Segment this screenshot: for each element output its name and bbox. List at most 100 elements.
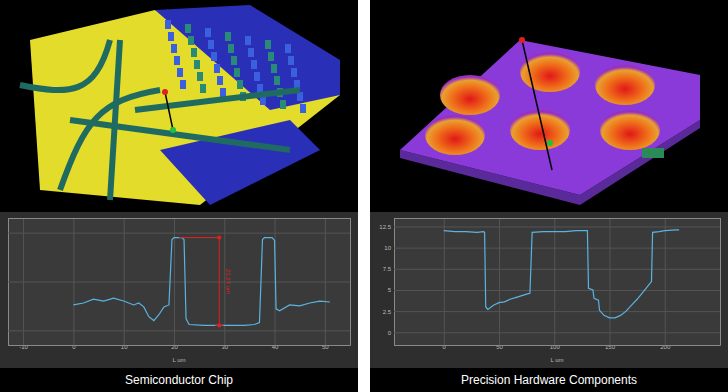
plot-marks xyxy=(444,230,679,318)
tick: 12.5 xyxy=(379,224,720,230)
axis-line xyxy=(9,218,351,346)
crater xyxy=(425,115,485,155)
chip-trace xyxy=(110,40,120,200)
chip-pillar xyxy=(254,72,260,81)
axis-line xyxy=(395,218,721,346)
view-background xyxy=(370,0,728,212)
probe-start xyxy=(162,89,168,95)
chip-trace xyxy=(20,40,110,90)
chip-pillar xyxy=(280,100,286,109)
plot-marks xyxy=(73,238,330,326)
tick xyxy=(8,282,350,283)
background xyxy=(0,0,728,392)
chip-pillar xyxy=(180,80,186,89)
chip-pillar xyxy=(205,28,211,37)
plot-area xyxy=(394,218,720,345)
plate-foot xyxy=(642,148,664,158)
probe-end xyxy=(547,140,553,146)
grid-line xyxy=(609,218,610,345)
axis-line xyxy=(9,219,351,346)
caption-bar xyxy=(370,368,728,392)
measurement-label: 23.24 um xyxy=(225,269,231,294)
chip-pillar xyxy=(185,24,191,33)
chip-pillar xyxy=(297,92,303,101)
tick: 0 xyxy=(443,218,447,350)
tick: 0 xyxy=(388,330,720,336)
tick: 150 xyxy=(605,218,616,350)
chip-pillar xyxy=(231,56,237,65)
x-axis-title: L um xyxy=(172,357,185,363)
chip-pillar xyxy=(214,64,220,73)
surface-view xyxy=(370,0,728,212)
profile-line xyxy=(73,238,330,326)
grid-line xyxy=(554,218,555,345)
grid-line xyxy=(8,233,350,234)
chip-pillar xyxy=(197,72,203,81)
chip-pillar xyxy=(211,52,217,61)
tick: 100 xyxy=(550,218,561,350)
measurement-end xyxy=(217,323,221,327)
tick xyxy=(8,330,350,331)
chip-pillar xyxy=(200,84,206,93)
chip-trace xyxy=(70,120,290,150)
measurement: 23.24 um xyxy=(179,236,231,328)
chip-pillar xyxy=(248,48,254,57)
crater xyxy=(440,75,500,115)
probe-end xyxy=(170,127,176,133)
y-axis: 0 2.5 5 7.5 10 12.5 xyxy=(379,219,720,346)
grid-line xyxy=(394,226,720,227)
chip-pillar xyxy=(194,60,200,69)
chip-pillar xyxy=(217,76,223,85)
x-axis-title: L um xyxy=(550,357,563,363)
y-tick-label: 12.5 xyxy=(379,224,391,230)
caption: Semiconductor Chip xyxy=(125,373,233,387)
tick xyxy=(8,233,350,234)
chip-pillar xyxy=(271,64,277,73)
grid-line xyxy=(499,218,500,345)
tick: 200 xyxy=(660,218,671,350)
chip-pillar xyxy=(220,88,226,97)
chip-pillar xyxy=(174,56,180,65)
caption-bar xyxy=(0,368,358,392)
tick: 5 xyxy=(388,287,720,293)
grid-line xyxy=(8,282,350,283)
measurement-end xyxy=(217,236,221,240)
y-tick-label: 2.5 xyxy=(383,309,392,315)
panel: -1001020304050 L um 23.24 um Semiconductor … xyxy=(0,0,358,392)
y-tick-label: 5 xyxy=(388,287,392,293)
axis-line xyxy=(395,219,721,346)
plate-top xyxy=(400,40,700,195)
chip-pillar xyxy=(225,32,231,41)
chip-pillar xyxy=(288,56,294,65)
chip-pillar xyxy=(234,68,240,77)
chip-pillar xyxy=(171,44,177,53)
y-tick-label: 10 xyxy=(384,245,391,251)
crater xyxy=(600,110,660,150)
chip-pillar xyxy=(291,68,297,77)
tick: 7.5 xyxy=(383,266,720,272)
grid-line xyxy=(394,248,720,249)
grid-line xyxy=(444,218,445,345)
measurement-cap xyxy=(179,237,219,238)
x-axis: 0 50 100 150 200 xyxy=(395,218,721,350)
chip-pillar xyxy=(245,36,251,45)
probe-start xyxy=(519,37,525,43)
surface-view xyxy=(0,0,358,212)
chip-pillar xyxy=(177,68,183,77)
probe-line xyxy=(165,92,173,130)
plot-area xyxy=(8,218,350,345)
grid-line xyxy=(8,330,350,331)
chip-pillar xyxy=(191,48,197,57)
chart-background xyxy=(370,212,728,368)
view-background xyxy=(0,0,358,212)
chip-pillar xyxy=(168,32,174,41)
probe-line xyxy=(522,40,552,170)
tick: 50 xyxy=(496,218,503,350)
caption: Precision Hardware Components xyxy=(461,373,637,387)
grid-line xyxy=(394,290,720,291)
x-axis: -1001020304050 xyxy=(9,218,351,350)
chip-pillar xyxy=(228,44,234,53)
chip-pillar xyxy=(237,80,243,89)
chip-pillar xyxy=(268,52,274,61)
grid-line xyxy=(394,269,720,270)
